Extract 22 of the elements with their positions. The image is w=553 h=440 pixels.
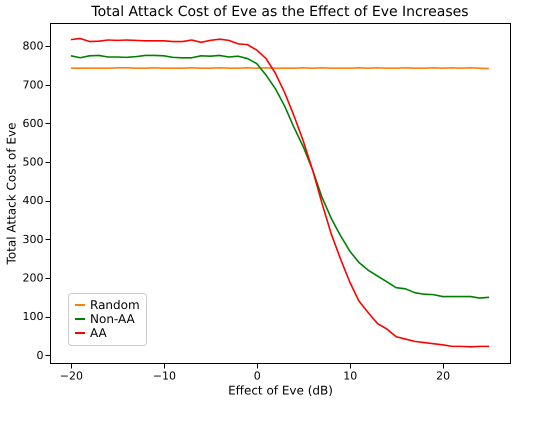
y-tick-label: 200 <box>22 272 44 284</box>
line-series <box>70 54 490 299</box>
y-tick-label: 0 <box>36 348 44 362</box>
x-tick-label: 20 <box>436 370 450 382</box>
y-axis-title: Total Attack Cost of Eve <box>4 122 19 266</box>
x-tick-label: −20 <box>60 370 84 382</box>
y-tick-label: 400 <box>22 194 44 208</box>
x-axis-title: Effect of Eve (dB) <box>228 384 333 398</box>
x-tick-label: 10 <box>343 370 358 382</box>
x-tick-label: 0 <box>254 370 261 382</box>
chart-title: Total Attack Cost of Eve as the Effect of Eve Increases <box>90 4 469 20</box>
legend-label: Non-AA <box>90 312 136 326</box>
y-tick-label: 300 <box>22 232 44 246</box>
y-tick-label: 800 <box>22 40 44 53</box>
x-tick-label: −10 <box>152 370 176 382</box>
line-series <box>70 38 490 348</box>
y-tick-label: 700 <box>22 78 44 92</box>
y-tick-label: 500 <box>22 156 44 169</box>
legend-label: AA <box>90 326 108 340</box>
y-tick-label: 600 <box>22 116 44 130</box>
y-tick-label: 100 <box>22 310 44 324</box>
legend-label: Random <box>90 298 140 312</box>
